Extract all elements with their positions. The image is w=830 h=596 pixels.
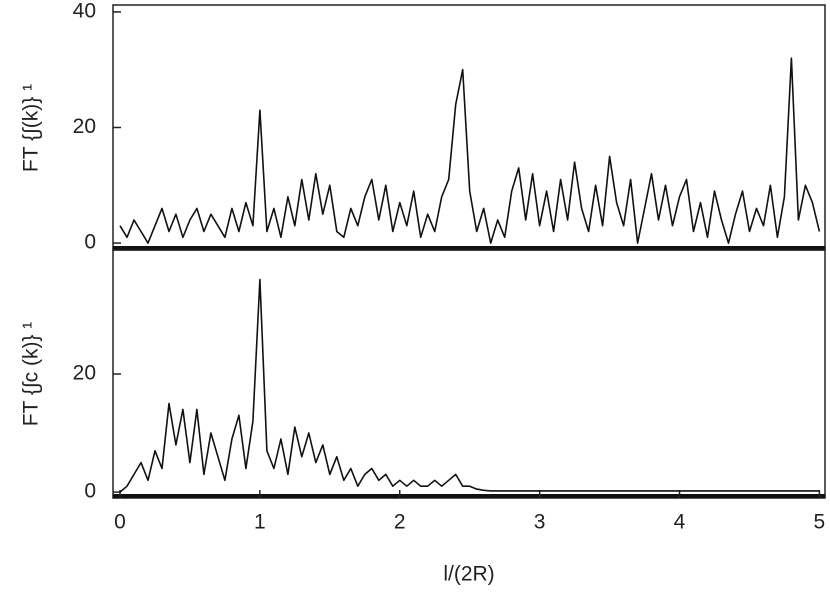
data-line [119, 57, 821, 244]
y-tick-label: 0 [84, 231, 96, 254]
y-axis-label: FT {∫c (k)} ¹ [20, 322, 43, 427]
x-axis-label: l/(2R) [443, 563, 494, 586]
x-tick-label: 2 [394, 511, 406, 534]
x-tick-label: 0 [114, 511, 126, 534]
y-tick-label: 20 [73, 115, 96, 138]
x-tick-label: 1 [254, 511, 266, 534]
x-tick-label: 4 [674, 511, 686, 534]
x-tick-label: 3 [534, 511, 546, 534]
y-tick-label: 20 [73, 362, 96, 385]
y-tick-label: 0 [84, 480, 96, 503]
data-line [119, 278, 820, 493]
x-tick-label: 5 [814, 511, 826, 534]
plot-frame [112, 4, 826, 251]
y-axis-label: FT {∫(k)} ¹ [20, 84, 43, 172]
y-tick-label: 40 [73, 0, 96, 22]
